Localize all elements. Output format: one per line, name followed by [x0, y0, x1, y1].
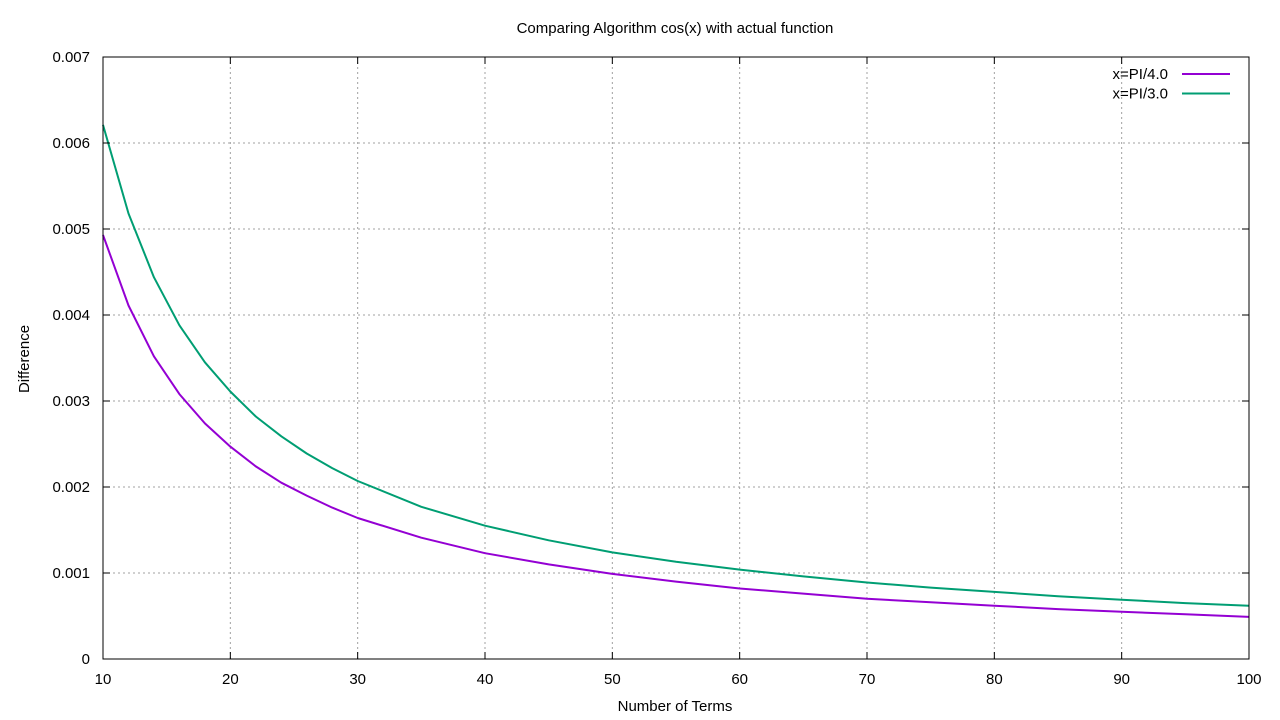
legend-label: x=PI/4.0 [1113, 66, 1168, 83]
y-tick-label: 0.001 [52, 565, 90, 582]
y-tick-label: 0 [82, 651, 90, 668]
y-tick-label: 0.002 [52, 479, 90, 496]
y-tick-label: 0.004 [52, 307, 90, 324]
y-tick-label: 0.007 [52, 49, 90, 66]
y-tick-label: 0.005 [52, 221, 90, 238]
x-tick-label: 100 [1236, 671, 1261, 688]
x-axis-label: Number of Terms [618, 698, 733, 715]
y-tick-label: 0.003 [52, 393, 90, 410]
x-tick-label: 70 [859, 671, 876, 688]
y-tick-label: 0.006 [52, 135, 90, 152]
legend-label: x=PI/3.0 [1113, 86, 1168, 103]
axis-ticks: 10 20 30 40 50 60 70 80 90 100 0 0.001 0.002 0.003 0.0… [52, 49, 1261, 688]
series-line-2 [102, 124, 1250, 607]
x-tick-label: 20 [222, 671, 239, 688]
x-tick-label: 50 [604, 671, 621, 688]
grid [103, 57, 1249, 659]
x-tick-label: 90 [1113, 671, 1130, 688]
x-tick-label: 40 [477, 671, 494, 688]
plot-frame [102, 56, 1250, 660]
x-tick-label: 60 [731, 671, 748, 688]
x-tick-label: 10 [95, 671, 112, 688]
series-line-1 [102, 234, 1250, 618]
x-tick-label: 80 [986, 671, 1003, 688]
legend: x=PI/4.0 x=PI/3.0 [1113, 66, 1230, 103]
x-tick-label: 30 [349, 671, 366, 688]
series-lines [102, 124, 1250, 618]
y-axis-label: Difference [16, 325, 33, 393]
chart-title: Comparing Algorithm cos(x) with actual f… [517, 20, 834, 37]
